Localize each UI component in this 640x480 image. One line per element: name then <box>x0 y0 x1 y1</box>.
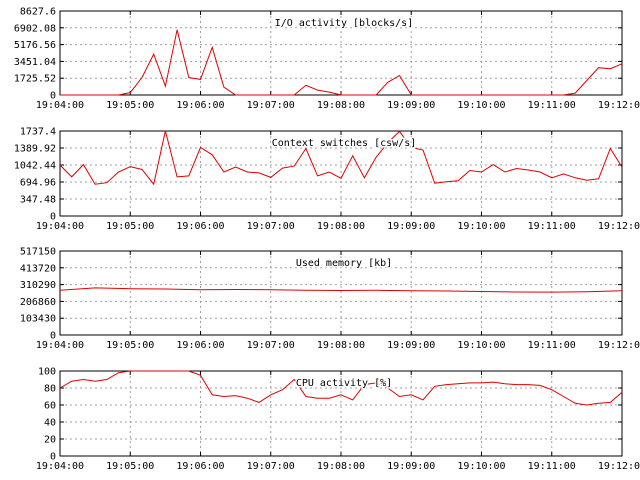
series-line <box>60 29 623 96</box>
chart-title: CPU activity [%] <box>296 378 392 389</box>
y-tick-label: 103430 <box>20 314 56 325</box>
y-tick-label: 6902.08 <box>14 23 56 34</box>
y-tick-label: 1042.44 <box>14 161 56 172</box>
plot-frame <box>59 250 623 336</box>
context-switches-chart: 1737.4 1389.92 1042.44 694.96 347.48 019:04:0… <box>14 127 640 233</box>
y-tick-label: 5176.56 <box>14 40 56 51</box>
x-tick-label: 19:06:00 <box>176 461 224 472</box>
y-tick-label: 347.48 <box>20 195 56 206</box>
x-tick-label: 19:09:00 <box>387 340 435 351</box>
x-tick-label: 19:11:00 <box>528 461 576 472</box>
x-tick-label: 19:08:00 <box>317 340 365 351</box>
y-tick-label: 0 <box>50 91 56 102</box>
x-tick-label: 19:04:00 <box>36 461 84 472</box>
x-tick-label: 19:10:00 <box>457 340 505 351</box>
used-memory-chart: 517150 413720 310290 206860 103430 019:04:00 1… <box>20 247 640 352</box>
x-tick-label: 19:12:00 <box>598 100 640 111</box>
x-tick-label: 19:08:00 <box>317 100 365 111</box>
x-tick-label: 19:07:00 <box>247 340 295 351</box>
io-activity-chart: 8627.6 6902.08 5176.56 3451.04 1725.52 019:04… <box>14 7 640 112</box>
x-tick-label: 19:05:00 <box>106 340 154 351</box>
x-tick-label: 19:07:00 <box>247 461 295 472</box>
x-tick-label: 19:06:00 <box>176 221 224 232</box>
x-tick-label: 19:09:00 <box>387 461 435 472</box>
x-tick-label: 19:12:00 <box>598 340 640 351</box>
y-tick-label: 100 <box>38 367 56 378</box>
chart-title: I/O activity [blocks/s] <box>275 18 413 29</box>
y-tick-label: 694.96 <box>20 178 56 189</box>
x-tick-label: 19:08:00 <box>317 461 365 472</box>
x-tick-label: 19:11:00 <box>528 340 576 351</box>
y-tick-label: 40 <box>44 418 56 429</box>
x-tick-label: 19:09:00 <box>387 221 435 232</box>
y-tick-label: 310290 <box>20 280 56 291</box>
x-tick-label: 19:05:00 <box>106 221 154 232</box>
y-tick-label: 0 <box>50 212 56 223</box>
x-tick-label: 19:07:00 <box>247 221 295 232</box>
x-tick-label: 19:05:00 <box>106 461 154 472</box>
x-tick-label: 19:05:00 <box>106 100 154 111</box>
y-tick-label: 0 <box>50 331 56 342</box>
x-tick-label: 19:11:00 <box>528 221 576 232</box>
y-tick-label: 8627.6 <box>20 7 56 18</box>
cpu-activity-chart: 100 80 60 40 20 019:04:00 19:05:00 19:06:00 19:0… <box>36 367 640 473</box>
x-tick-label: 19:04:00 <box>36 221 84 232</box>
x-tick-label: 19:10:00 <box>457 461 505 472</box>
x-tick-label: 19:11:00 <box>528 100 576 111</box>
x-tick-label: 19:10:00 <box>457 221 505 232</box>
y-tick-label: 0 <box>50 452 56 463</box>
chart-title: Context switches [csw/s] <box>272 138 417 149</box>
series-line <box>59 287 623 293</box>
chart-title: Used memory [kb] <box>296 258 392 269</box>
y-tick-label: 517150 <box>20 247 56 258</box>
y-tick-label: 206860 <box>20 297 56 308</box>
y-tick-label: 80 <box>44 384 56 395</box>
x-tick-label: 19:10:00 <box>457 100 505 111</box>
x-tick-label: 19:09:00 <box>387 100 435 111</box>
x-tick-label: 19:04:00 <box>36 340 84 351</box>
y-tick-label: 413720 <box>20 263 56 274</box>
y-tick-label: 1389.92 <box>14 144 56 155</box>
plot-frame <box>59 130 623 217</box>
x-tick-label: 19:04:00 <box>36 100 84 111</box>
x-tick-label: 19:06:00 <box>176 340 224 351</box>
y-tick-label: 20 <box>44 435 56 446</box>
y-tick-label: 1725.52 <box>14 74 56 85</box>
x-tick-label: 19:12:00 <box>598 221 640 232</box>
y-tick-label: 1737.4 <box>20 127 56 138</box>
series-line <box>59 370 623 406</box>
x-tick-label: 19:08:00 <box>317 221 365 232</box>
series-line <box>59 130 623 186</box>
x-tick-label: 19:07:00 <box>247 100 295 111</box>
y-tick-label: 60 <box>44 401 56 412</box>
x-tick-label: 19:06:00 <box>176 100 224 111</box>
plot-frame <box>59 370 623 457</box>
y-tick-label: 3451.04 <box>14 57 56 68</box>
x-tick-label: 19:12:00 <box>598 461 640 472</box>
